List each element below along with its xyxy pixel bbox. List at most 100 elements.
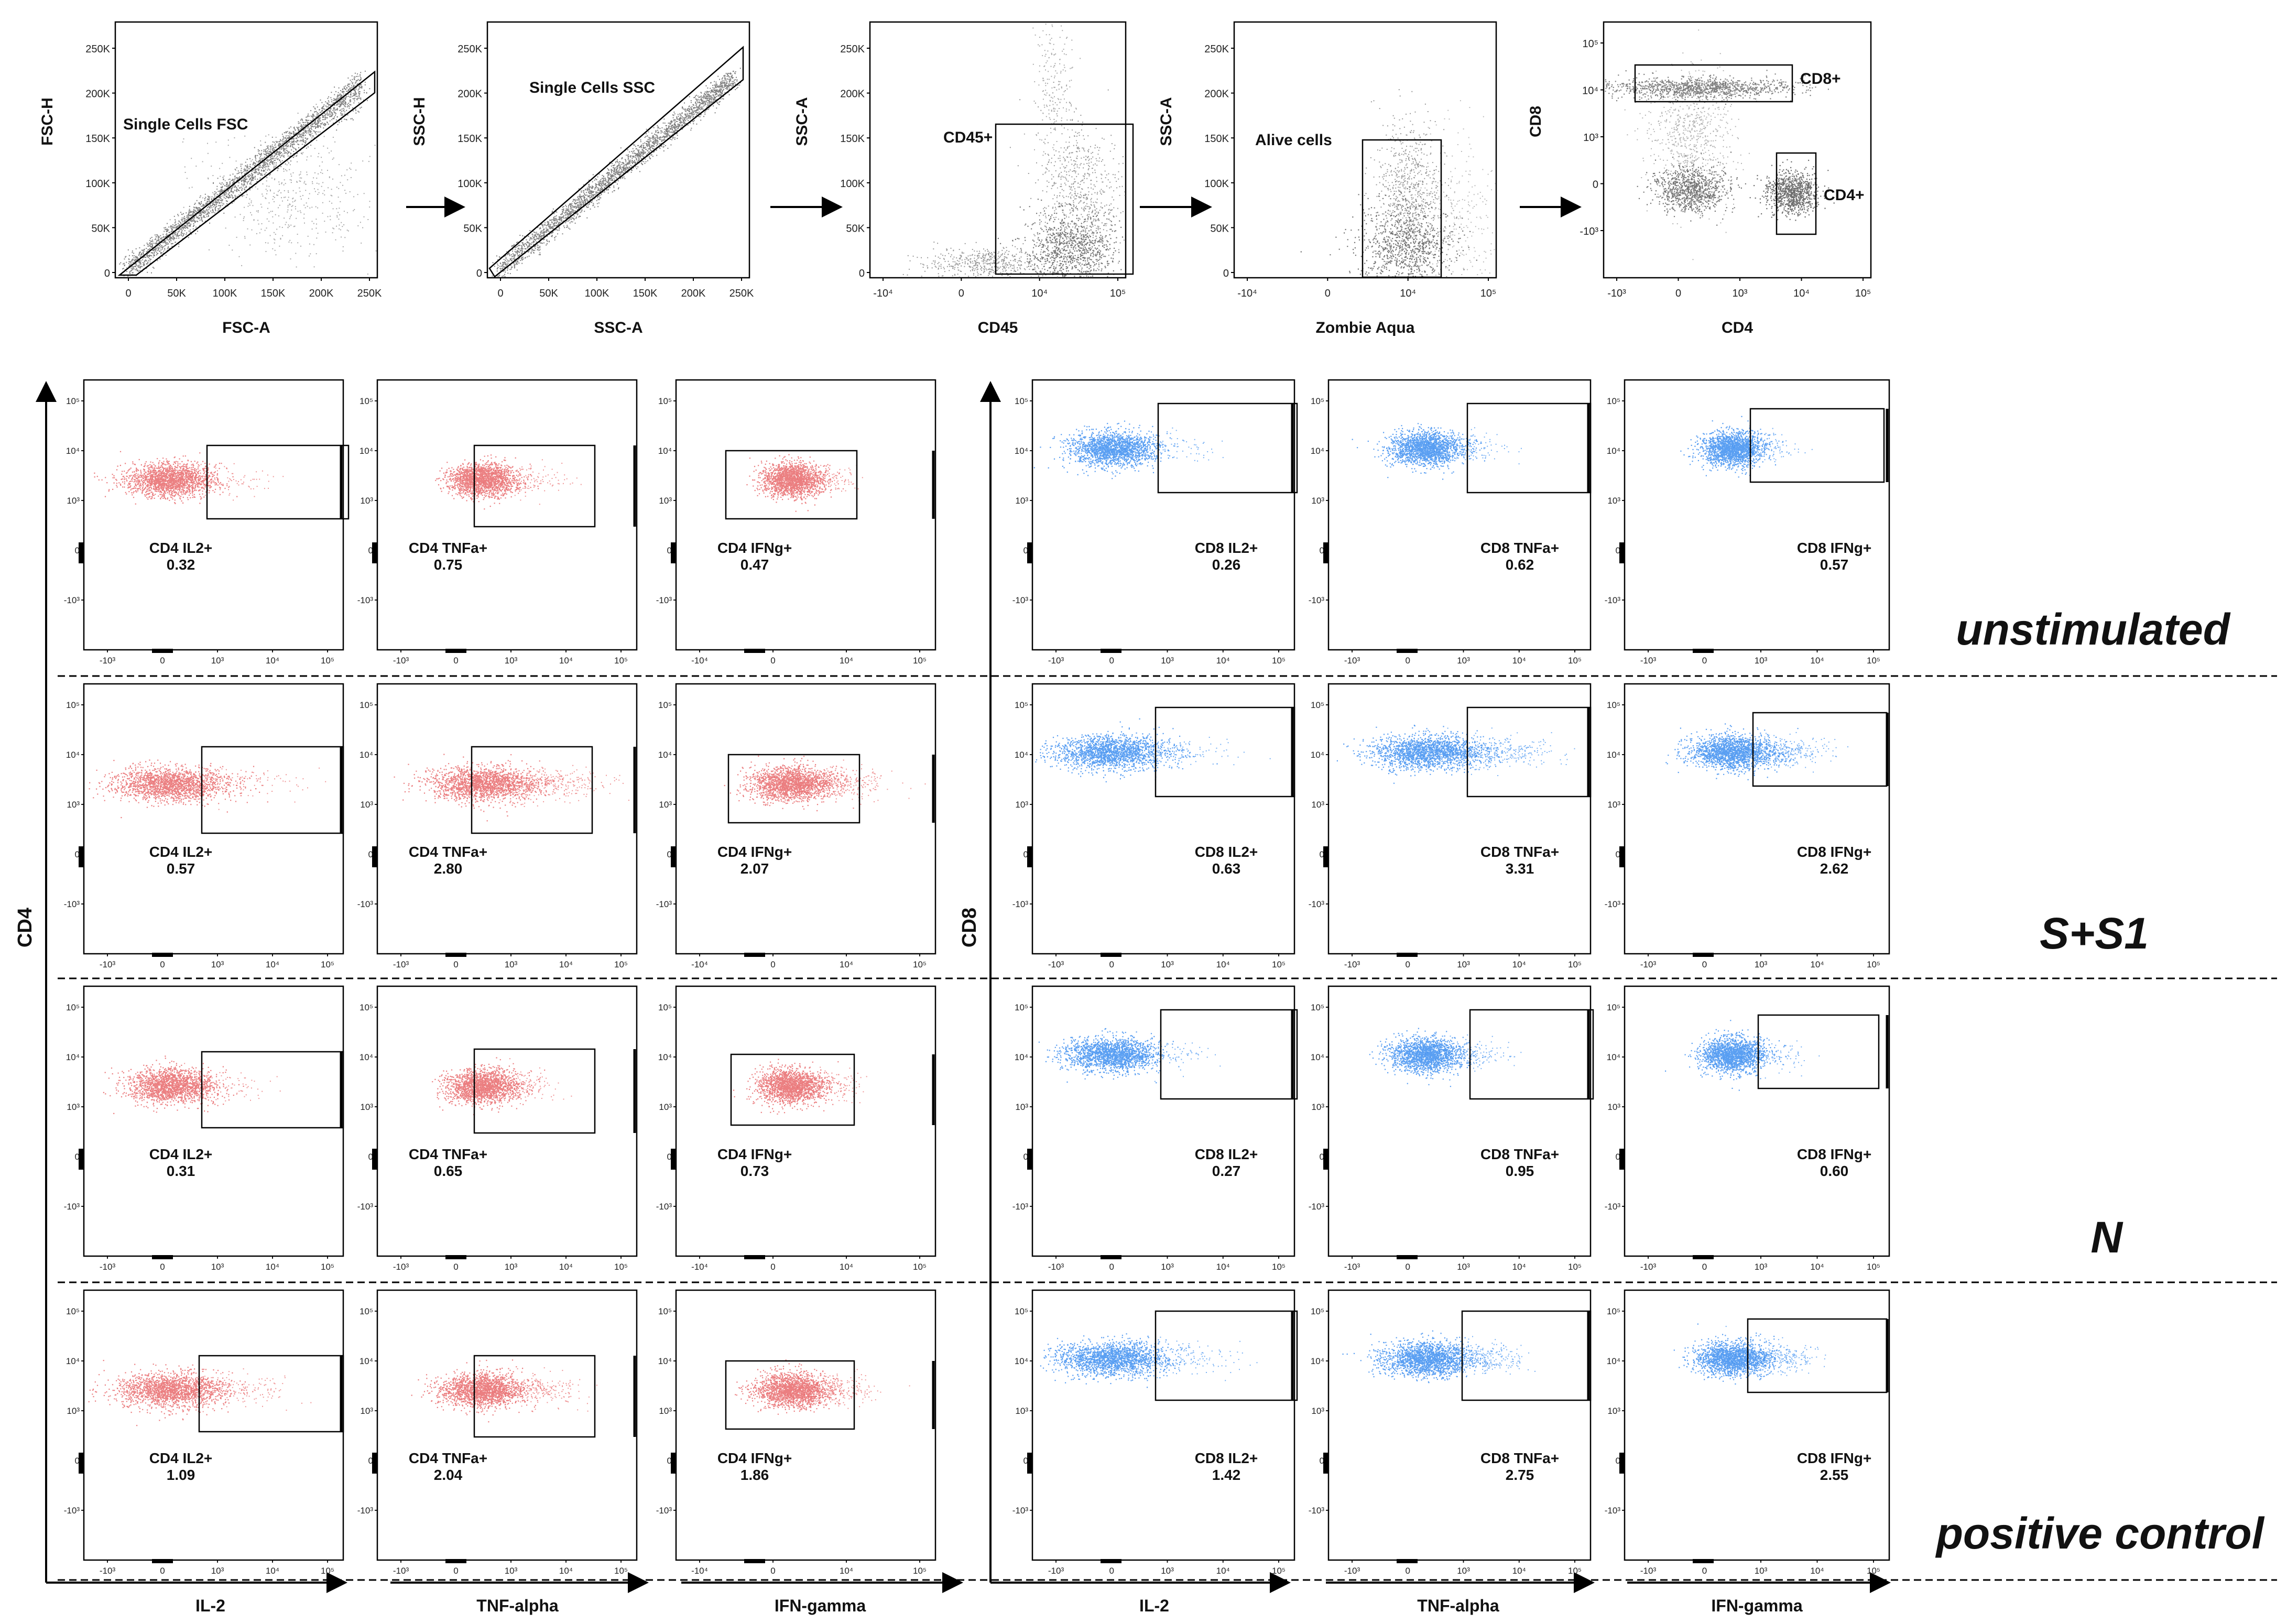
ytick: 10⁵ — [1015, 1002, 1028, 1012]
gating-ytick: 100K — [1204, 178, 1229, 190]
xtick: -10³ — [1048, 1566, 1064, 1576]
gating-ytick: 250K — [458, 43, 482, 55]
ytick: 10⁴ — [66, 1356, 80, 1366]
compensation-ticks — [744, 1559, 765, 1563]
compensation-ticks — [1027, 1453, 1032, 1474]
xtick: 0 — [453, 1566, 458, 1576]
cytokine-gate — [473, 444, 596, 528]
ytick: 10⁵ — [658, 396, 672, 406]
cytokine-gate — [1160, 1009, 1298, 1100]
gating-xtick: 0 — [1325, 288, 1331, 299]
xtick: 10⁴ — [1810, 1566, 1824, 1576]
ytick: 10³ — [659, 1102, 672, 1112]
compensation-ticks — [445, 1255, 466, 1259]
ytick: 10³ — [1015, 1102, 1028, 1112]
xtick: 10³ — [505, 1566, 518, 1576]
gating-events-ssc — [1362, 89, 1454, 274]
ytick: 10⁴ — [1311, 750, 1324, 760]
xtick: 10⁵ — [1867, 1566, 1880, 1576]
xtick: 10³ — [1457, 1262, 1470, 1272]
compensation-ticks — [1323, 1149, 1328, 1170]
ytick: 10⁵ — [1015, 1306, 1028, 1316]
gate-value: 1.09 — [167, 1467, 195, 1483]
xtick: 0 — [453, 656, 458, 666]
ytick: -10³ — [357, 595, 374, 605]
gating-ytick: 0 — [104, 268, 110, 279]
bottom-axis-label: TNF-alpha — [476, 1596, 559, 1615]
xtick: 0 — [770, 1566, 775, 1576]
ytick: 10³ — [1607, 800, 1620, 810]
cd4-panel-positive-control-tnfa: CD4 TNFa+2.04 10⁵ 10⁴ 10³ 0 -10³ -10³ 0 10³ 10⁴ 10… — [357, 1289, 638, 1576]
compensation-ticks — [1619, 542, 1625, 563]
gate-value: 0.32 — [167, 557, 195, 573]
gate-value: 1.86 — [740, 1467, 769, 1483]
gating-xtick: 0 — [125, 288, 131, 299]
gating-xtick: -10⁴ — [873, 288, 893, 299]
gating-xtick: 10⁵ — [1110, 288, 1126, 299]
gate-label: CD8 IL2+ — [1195, 1450, 1258, 1466]
population-events — [1665, 723, 1802, 780]
gating-ytick: 50K — [463, 223, 482, 234]
panel-frame — [376, 379, 638, 651]
xtick: 10⁴ — [1512, 1262, 1526, 1272]
xtick: 10⁵ — [1867, 960, 1880, 969]
xtick: 10⁵ — [913, 1262, 927, 1272]
gate-value: 0.73 — [740, 1163, 769, 1179]
ytick: 10⁵ — [1311, 1306, 1324, 1316]
ytick: 0 — [368, 849, 373, 859]
gating-xtick: 250K — [729, 288, 754, 299]
compensation-ticks — [1619, 1149, 1625, 1170]
ytick: 10⁵ — [1015, 700, 1028, 710]
xtick: 10⁴ — [1512, 960, 1526, 969]
compensation-ticks — [152, 1559, 173, 1563]
compensation-ticks — [1323, 542, 1328, 563]
panel-frame — [1031, 683, 1295, 955]
gate-value: 0.75 — [434, 557, 463, 573]
xtick: 10⁴ — [840, 656, 853, 666]
population-events — [89, 759, 268, 819]
ytick: -10³ — [1012, 899, 1029, 909]
bottom-axis-label: IL-2 — [1139, 1596, 1169, 1615]
population-events — [1038, 1028, 1189, 1084]
compensation-ticks — [744, 1255, 765, 1259]
gating-ytick: 200K — [85, 89, 110, 100]
positive-tail-events — [484, 1058, 572, 1104]
ytick: 10³ — [360, 800, 373, 810]
panel-frame — [376, 1289, 638, 1561]
xtick: 10³ — [1161, 960, 1174, 969]
gate-value: 0.47 — [740, 557, 769, 573]
xtick: 10⁴ — [559, 656, 573, 666]
panel-frame — [83, 379, 344, 651]
ytick: 10⁴ — [1311, 446, 1324, 456]
gate-value: 0.26 — [1212, 557, 1241, 573]
condition-label: unstimulated — [1956, 605, 2230, 654]
xtick: -10⁴ — [691, 656, 708, 666]
ytick: 10³ — [360, 496, 373, 506]
cd8-panel-positive-control-il2: CD8 IL2+1.42 10⁵ 10⁴ 10³ 0 -10³ -10³ 0 10³ 10⁴ 10⁵ — [1012, 1289, 1298, 1576]
xtick: 10⁴ — [266, 1262, 279, 1272]
positive-tail-events — [1723, 1326, 1826, 1377]
xtick: 0 — [1702, 656, 1707, 666]
cytokine-gate — [1155, 1310, 1298, 1401]
ytick: 0 — [1023, 1152, 1028, 1162]
gate-label: CD8 TNFa+ — [1480, 1146, 1559, 1162]
gate-label: CD8 IL2+ — [1195, 1146, 1258, 1162]
ytick: 10⁵ — [658, 1306, 672, 1316]
ytick: 10⁵ — [360, 700, 373, 710]
xtick: 10⁴ — [1810, 960, 1824, 969]
gate-value: 3.31 — [1506, 860, 1534, 877]
population-events — [432, 1057, 546, 1116]
gating-ytick: 150K — [458, 133, 482, 145]
cd8-panel-n-tnfa: CD8 TNFa+0.95 10⁵ 10⁴ 10³ 0 -10³ -10³ 0 10³ 10⁴ 10… — [1309, 985, 1594, 1272]
gate-label: CD4 IL2+ — [149, 1450, 213, 1466]
cd8-panel-s-s1-ifng: CD8 IFNg+2.62 10⁵ 10⁴ 10³ 0 -10³ -10³ 0 10³ 10⁴ 10… — [1605, 683, 1890, 969]
xtick: 10⁵ — [913, 960, 927, 969]
gating-ytick: 0 — [476, 268, 482, 279]
xtick: 10³ — [211, 1262, 224, 1272]
xtick: 10³ — [211, 1566, 224, 1576]
ytick: 0 — [1320, 1456, 1324, 1466]
gating-ytick: 200K — [458, 89, 482, 100]
gating-xtick: 10⁴ — [1793, 288, 1810, 299]
gate-label: CD8 IFNg+ — [1797, 844, 1871, 860]
population-events — [735, 1359, 868, 1415]
